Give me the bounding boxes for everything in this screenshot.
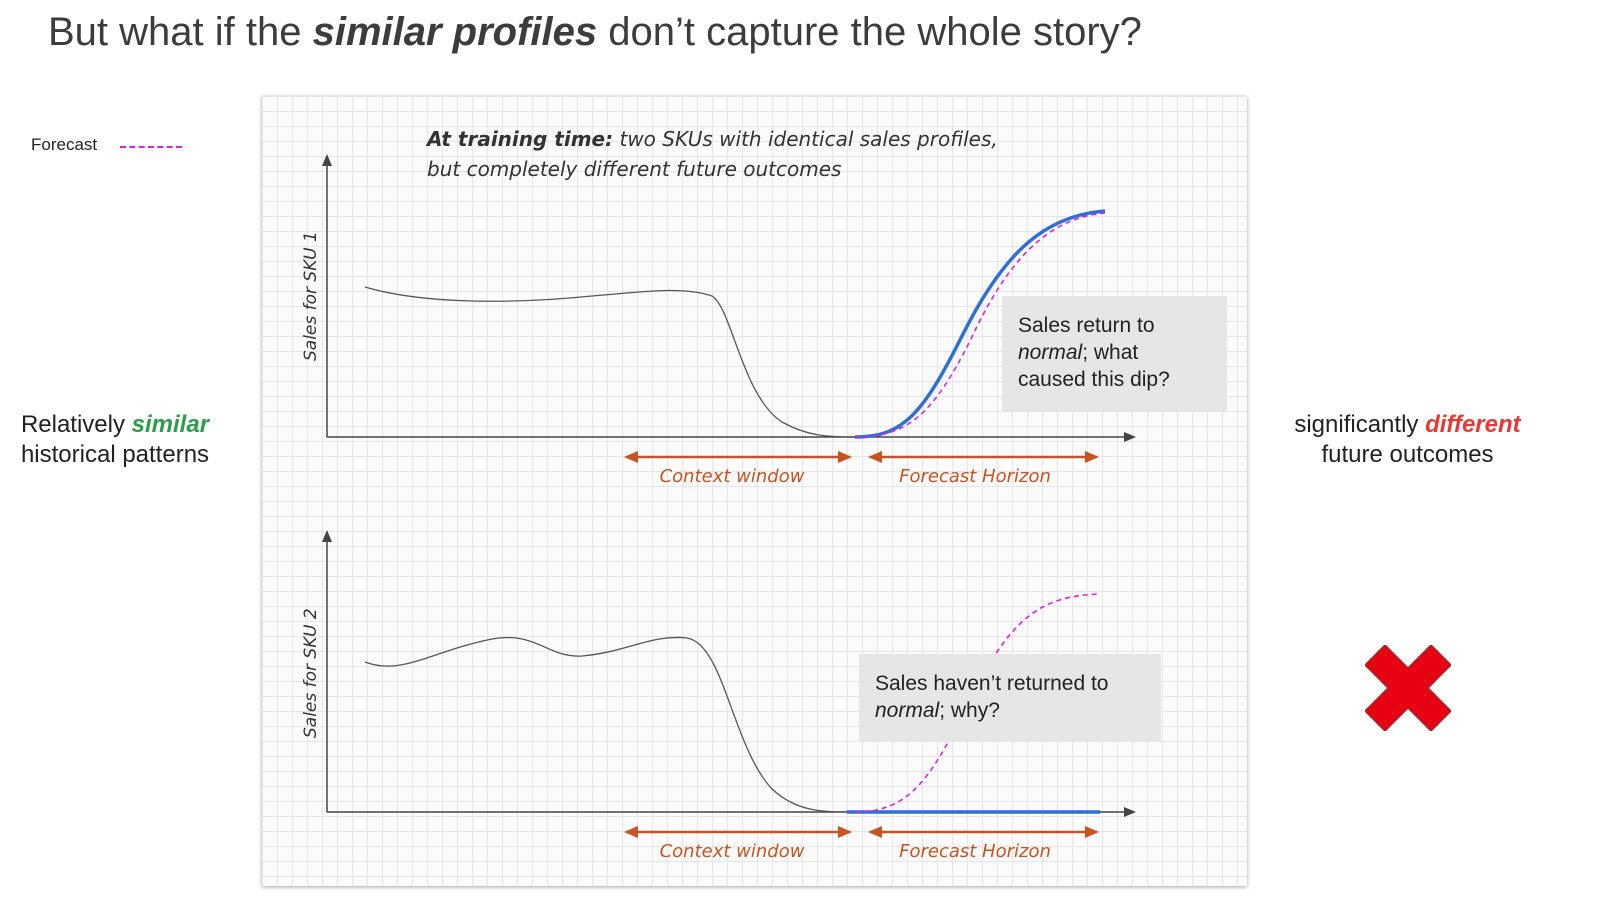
chart1-note-italic: normal bbox=[1018, 341, 1083, 364]
slide-title: But what if the similar profiles don’t c… bbox=[48, 10, 1142, 55]
chart1-y-label: Sales for SKU 1 bbox=[301, 231, 321, 361]
chart-sku2: Sales for SKU 2 Context window Forecast … bbox=[301, 530, 1136, 862]
chart1-note-rest: ; what bbox=[1082, 341, 1139, 364]
right-caption-emphasis: different bbox=[1425, 411, 1521, 438]
chart1-actual-line bbox=[854, 209, 1106, 439]
chart1-forecast-line bbox=[854, 212, 1106, 438]
title-emphasis: similar profiles bbox=[312, 10, 598, 54]
right-caption-line2: future outcomes bbox=[1321, 441, 1494, 468]
left-caption-word: Relatively bbox=[20, 411, 132, 438]
panel-heading-line1: At training time: two SKUs with identica… bbox=[425, 127, 998, 151]
chart2-note: Sales haven’t returned to normal; why? bbox=[859, 654, 1161, 741]
chart2-y-label: Sales for SKU 2 bbox=[301, 608, 321, 738]
chart1-horizon-label: Forecast Horizon bbox=[899, 466, 1051, 487]
chart2-note-italic: normal bbox=[875, 699, 940, 722]
panel-heading-line2: but completely different future outcomes bbox=[427, 157, 841, 181]
right-caption: significantly different future outcomes bbox=[1285, 410, 1530, 470]
chart2-note-rest: ; why? bbox=[939, 699, 1000, 722]
title-suffix: don’t capture the whole story? bbox=[597, 10, 1142, 54]
legend-forecast-swatch bbox=[120, 146, 182, 148]
chart2-horizon-label: Forecast Horizon bbox=[899, 841, 1051, 862]
chart1-note: Sales return to normal; what caused this… bbox=[1002, 296, 1227, 411]
left-caption-emphasis: similar bbox=[131, 411, 210, 438]
panel-heading-rest: two SKUs with identical sales profiles, bbox=[613, 127, 998, 151]
diagram-svg: At training time: two SKUs with identica… bbox=[301, 127, 1136, 862]
right-caption-word: significantly bbox=[1294, 411, 1426, 438]
red-x-icon bbox=[1363, 643, 1453, 736]
chart2-history-line bbox=[364, 636, 856, 813]
chart1-context-label: Context window bbox=[660, 466, 805, 487]
left-caption: Relatively similar historical patterns bbox=[0, 410, 230, 470]
chart-sku1: Sales for SKU 1 Context window Forecast … bbox=[301, 154, 1136, 487]
chart1-note-line3: caused this dip? bbox=[1018, 368, 1170, 391]
chart2-context-label: Context window bbox=[660, 841, 805, 862]
title-prefix: But what if the bbox=[48, 10, 313, 54]
panel-heading-bold: At training time: bbox=[425, 127, 613, 151]
chart1-note-line1: Sales return to bbox=[1018, 314, 1155, 337]
chart2-note-line1: Sales haven’t returned to bbox=[875, 672, 1109, 695]
diagram-panel: At training time: two SKUs with identica… bbox=[262, 96, 1247, 886]
left-caption-line2: historical patterns bbox=[20, 441, 210, 468]
chart1-history-line bbox=[364, 286, 856, 438]
legend-label: Forecast bbox=[31, 135, 98, 154]
